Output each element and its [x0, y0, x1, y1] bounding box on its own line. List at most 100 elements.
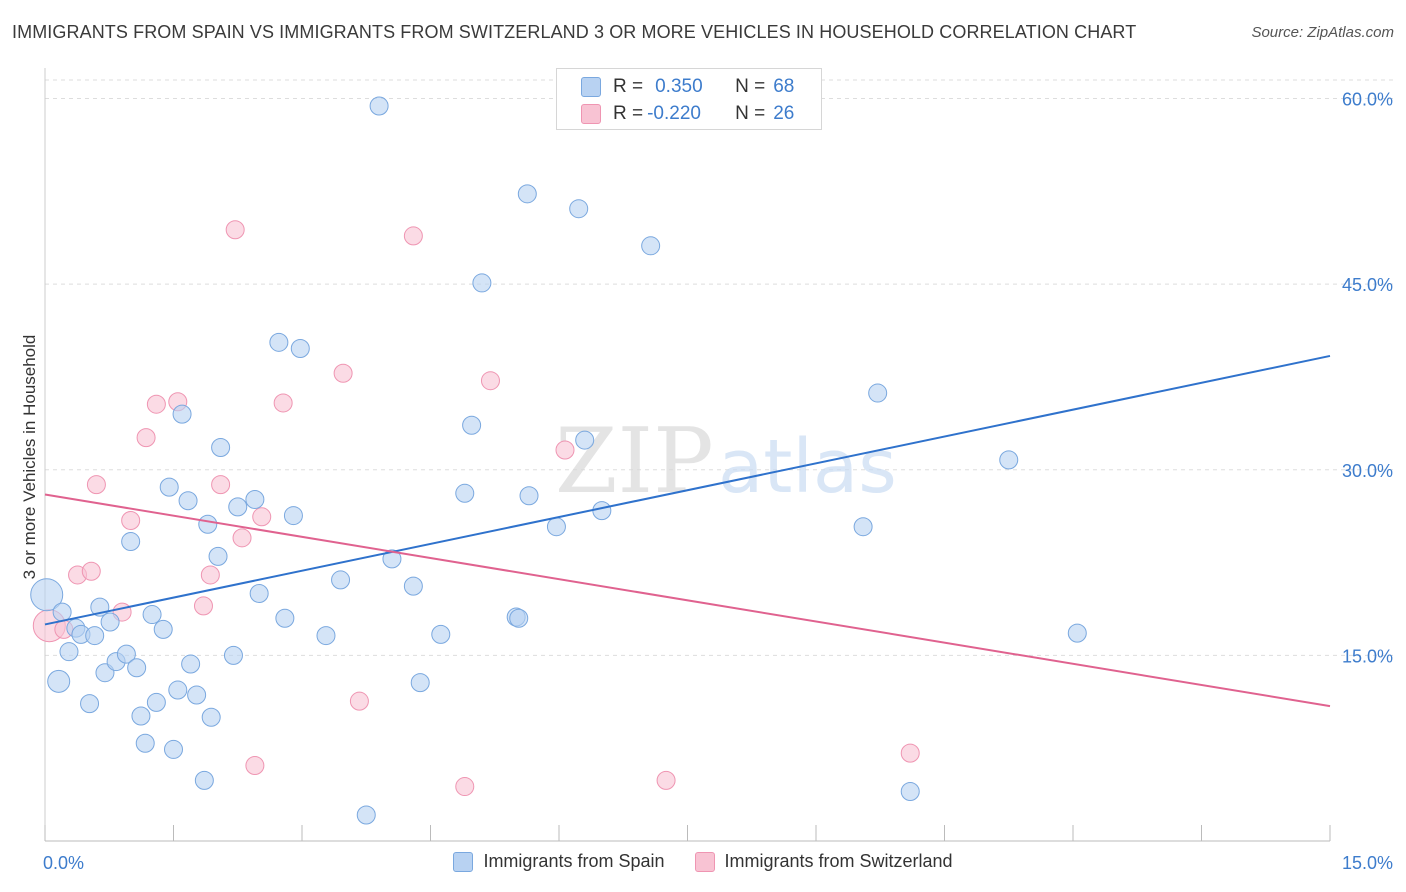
- point-switzerland: [200, 565, 220, 585]
- point-spain: [142, 605, 162, 625]
- legend-r-value: 0.350: [655, 76, 703, 97]
- point-spain: [275, 608, 295, 628]
- legend-item-switzerland: Immigrants from Switzerland: [694, 851, 953, 872]
- point-spain: [178, 491, 198, 511]
- correlation-legend: R = 0.350 N = 68 R = -0.220 N = 26: [556, 68, 822, 130]
- legend-swatch-spain: [581, 77, 601, 97]
- point-spain: [462, 415, 482, 435]
- point-switzerland: [480, 371, 500, 391]
- point-spain: [30, 578, 64, 612]
- point-spain: [472, 273, 492, 293]
- point-spain: [269, 332, 289, 352]
- point-spain: [194, 770, 214, 790]
- point-spain: [1067, 623, 1087, 643]
- point-spain: [519, 486, 539, 506]
- axes: [44, 68, 1331, 842]
- point-spain: [228, 497, 248, 517]
- trend-line-switzerland: [44, 493, 1331, 708]
- point-spain: [159, 477, 179, 497]
- point-spain: [569, 199, 589, 219]
- legend-r-label: R =: [613, 76, 644, 97]
- point-spain: [164, 739, 183, 759]
- legend-row-switzerland: R = -0.220 N = 26: [581, 101, 794, 127]
- point-spain: [331, 570, 351, 590]
- y-tick-label: 60.0%: [1342, 90, 1393, 110]
- point-spain: [85, 626, 105, 646]
- point-spain: [59, 642, 79, 662]
- point-spain: [382, 549, 402, 569]
- chart-source: Source: ZipAtlas.com: [1251, 24, 1394, 41]
- legend-n-label: N =: [735, 103, 766, 124]
- point-switzerland: [656, 770, 676, 790]
- legend-label-switzerland: Immigrants from Switzerland: [724, 851, 953, 871]
- point-spain: [116, 644, 136, 664]
- point-switzerland: [146, 394, 166, 414]
- point-switzerland: [225, 220, 245, 240]
- point-spain: [146, 692, 166, 712]
- legend-label-spain: Immigrants from Spain: [483, 851, 665, 871]
- legend-item-spain: Immigrants from Spain: [453, 851, 665, 872]
- point-spain: [153, 619, 173, 639]
- point-switzerland: [349, 691, 369, 711]
- point-spain: [592, 501, 612, 521]
- point-spain: [135, 733, 155, 753]
- legend-row-spain: R = 0.350 N = 68: [581, 74, 794, 100]
- point-spain: [853, 517, 873, 537]
- watermark: ZIP atlas: [555, 409, 897, 514]
- point-spain: [249, 584, 269, 604]
- point-switzerland: [86, 475, 106, 495]
- point-spain: [211, 438, 231, 458]
- legend-swatch-switzerland: [581, 104, 601, 124]
- point-spain: [80, 694, 100, 714]
- watermark-atlas: atlas: [718, 424, 897, 510]
- tick-labels: 15.0% 30.0% 45.0% 60.0% 0.0% 15.0%: [43, 90, 1393, 873]
- point-spain: [52, 602, 72, 622]
- point-spain: [410, 673, 430, 693]
- legend-n-value: 68: [773, 76, 795, 97]
- point-switzerland: [403, 226, 423, 246]
- point-switzerland: [121, 511, 141, 531]
- point-spain: [641, 236, 661, 256]
- watermark-zip: ZIP: [555, 409, 714, 514]
- point-switzerland: [245, 756, 265, 776]
- point-switzerland: [211, 475, 231, 495]
- trend-lines: [44, 354, 1331, 708]
- chart-title: IMMIGRANTS FROM SPAIN VS IMMIGRANTS FROM…: [12, 22, 1137, 42]
- point-spain: [245, 489, 265, 509]
- point-spain: [187, 685, 207, 705]
- point-spain: [517, 184, 537, 204]
- y-tick-label: 30.0%: [1342, 461, 1393, 481]
- series-legend: Immigrants from Spain Immigrants from Sw…: [0, 851, 1406, 872]
- point-spain: [999, 450, 1019, 470]
- point-spain: [223, 645, 243, 665]
- y-tick-label: 45.0%: [1342, 275, 1393, 295]
- point-switzerland: [273, 393, 293, 413]
- point-spain: [208, 546, 228, 566]
- point-switzerland: [252, 507, 272, 527]
- point-spain: [283, 506, 303, 526]
- point-spain: [198, 514, 218, 534]
- point-switzerland: [193, 596, 213, 616]
- point-switzerland: [81, 561, 101, 581]
- point-spain: [172, 404, 192, 424]
- point-spain: [100, 612, 120, 632]
- point-spain: [546, 517, 566, 537]
- point-spain: [290, 339, 310, 359]
- gridlines: [45, 79, 1395, 656]
- point-switzerland: [333, 363, 353, 383]
- point-spain: [47, 669, 71, 693]
- point-spain: [131, 706, 151, 726]
- point-switzerland: [455, 777, 475, 797]
- point-spain: [121, 532, 141, 552]
- legend-r-label: R =: [613, 103, 644, 124]
- point-spain: [316, 626, 336, 646]
- point-spain: [900, 782, 920, 802]
- y-tick-label: 15.0%: [1342, 646, 1393, 666]
- legend-swatch-spain: [453, 851, 474, 872]
- x-tick-label: 0.0%: [43, 853, 84, 873]
- point-spain: [403, 576, 423, 596]
- point-spain: [356, 805, 376, 825]
- legend-n-label: N =: [735, 76, 766, 97]
- point-spain: [181, 654, 201, 674]
